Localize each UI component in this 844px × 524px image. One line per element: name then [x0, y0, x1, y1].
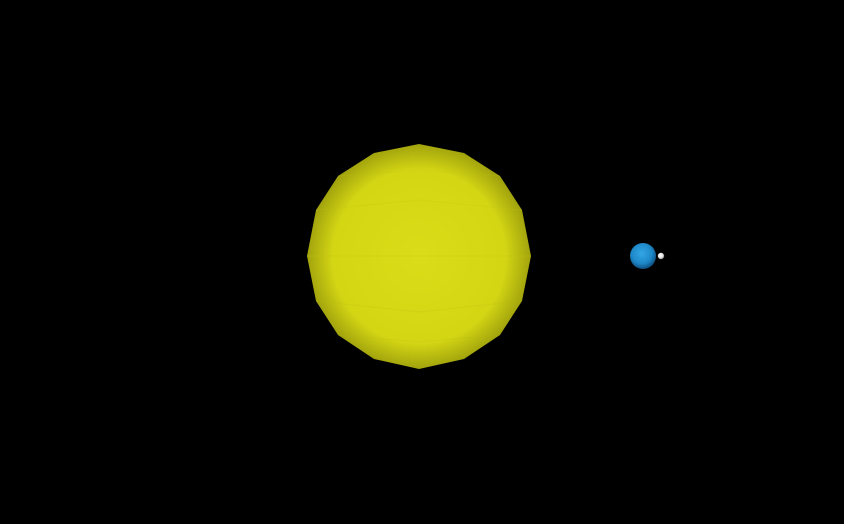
earth-sphere: [630, 243, 656, 269]
sun-sphere: [307, 144, 531, 369]
moon-sphere: [657, 252, 665, 260]
